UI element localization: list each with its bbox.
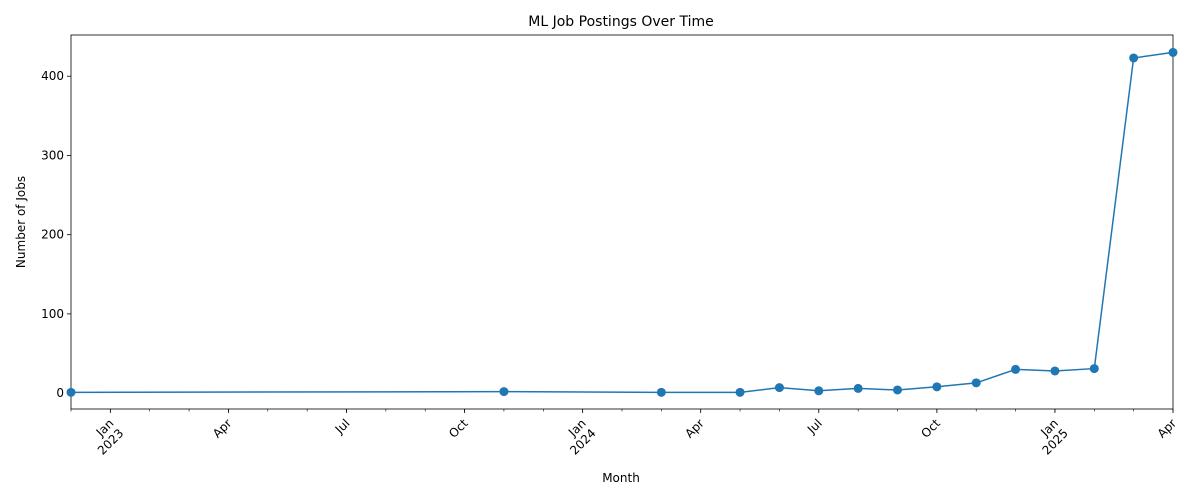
y-tick-label: 400 bbox=[41, 69, 64, 83]
x-tick-label: Jan2025 bbox=[1030, 416, 1071, 457]
data-point bbox=[66, 387, 76, 397]
data-point bbox=[853, 383, 863, 393]
y-tick-label: 100 bbox=[41, 307, 64, 321]
data-point bbox=[735, 387, 745, 397]
data-point bbox=[1050, 366, 1060, 376]
x-tick-label: Jan2023 bbox=[85, 416, 126, 457]
y-tick-label: 300 bbox=[41, 148, 64, 162]
x-tick-label: Oct bbox=[446, 416, 471, 441]
data-point bbox=[814, 386, 824, 396]
x-axis-label: Month bbox=[602, 471, 640, 485]
y-tick-label: 200 bbox=[41, 228, 64, 242]
axes-frame bbox=[70, 34, 1174, 410]
data-point bbox=[1089, 364, 1099, 374]
data-point bbox=[774, 383, 784, 393]
x-tick-label: Jul bbox=[804, 416, 825, 437]
data-point bbox=[1011, 364, 1021, 374]
data-point bbox=[932, 382, 942, 392]
data-point bbox=[499, 387, 509, 397]
data-point bbox=[893, 385, 902, 395]
x-tick-label: Oct bbox=[918, 416, 943, 441]
y-axis-label: Number of Jobs bbox=[14, 176, 28, 268]
x-tick-label: Jul bbox=[332, 416, 353, 437]
x-tick-label: Jan2024 bbox=[557, 416, 598, 457]
data-point bbox=[1129, 53, 1139, 63]
y-tick-label: 0 bbox=[56, 386, 64, 400]
plot-area: 0 100 200 300 400 Jan2023 Apr Jul Oct Jan2024 Apr J… bbox=[41, 34, 1180, 458]
chart-title: ML Job Postings Over Time bbox=[528, 14, 713, 30]
x-tick-label: Apr bbox=[682, 416, 707, 441]
series-line bbox=[70, 51, 1174, 394]
data-point bbox=[971, 378, 981, 388]
x-tick-label: Apr bbox=[210, 416, 235, 441]
data-point bbox=[656, 387, 666, 397]
data-point bbox=[1168, 47, 1178, 57]
x-tick-label: Apr bbox=[1155, 416, 1180, 441]
